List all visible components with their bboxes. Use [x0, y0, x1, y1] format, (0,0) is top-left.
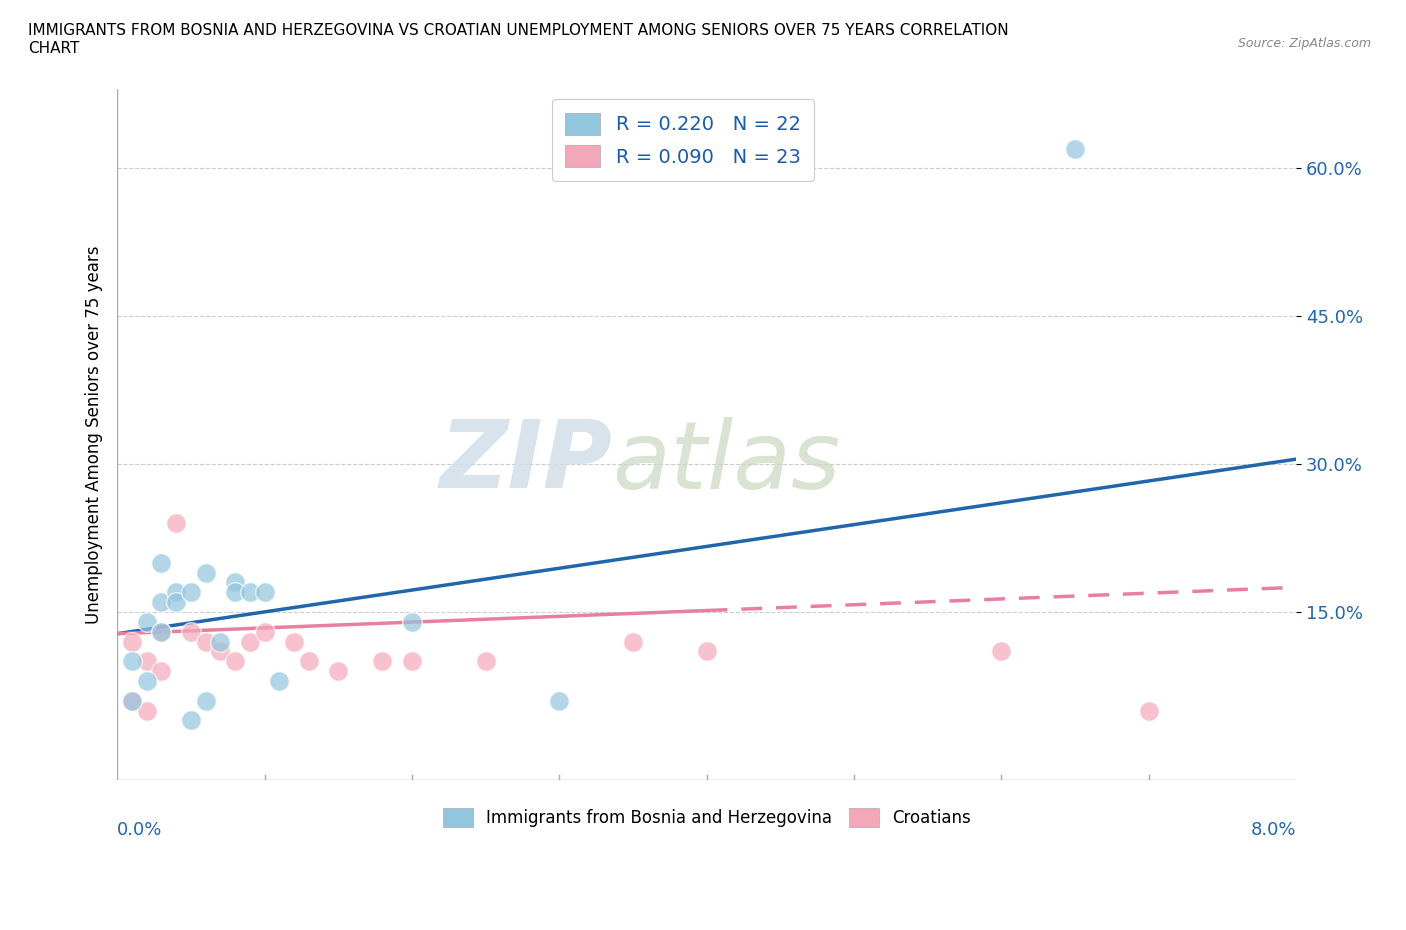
Y-axis label: Unemployment Among Seniors over 75 years: Unemployment Among Seniors over 75 years — [86, 246, 103, 624]
Legend: Immigrants from Bosnia and Herzegovina, Croatians: Immigrants from Bosnia and Herzegovina, … — [436, 801, 977, 833]
Point — [121, 654, 143, 669]
Point — [239, 634, 262, 649]
Point — [150, 624, 173, 639]
Point — [209, 644, 232, 658]
Point — [1137, 703, 1160, 718]
Point — [1064, 141, 1087, 156]
Point — [990, 644, 1012, 658]
Point — [224, 654, 246, 669]
Point — [194, 565, 217, 580]
Point — [328, 664, 350, 679]
Point — [135, 673, 157, 688]
Point — [253, 624, 276, 639]
Point — [283, 634, 305, 649]
Point — [253, 585, 276, 600]
Point — [209, 634, 232, 649]
Point — [150, 555, 173, 570]
Point — [180, 713, 202, 728]
Point — [371, 654, 394, 669]
Point — [135, 703, 157, 718]
Text: IMMIGRANTS FROM BOSNIA AND HERZEGOVINA VS CROATIAN UNEMPLOYMENT AMONG SENIORS OV: IMMIGRANTS FROM BOSNIA AND HERZEGOVINA V… — [28, 23, 1008, 56]
Point — [401, 654, 423, 669]
Point — [150, 664, 173, 679]
Point — [165, 594, 187, 609]
Point — [180, 585, 202, 600]
Point — [224, 585, 246, 600]
Text: atlas: atlas — [612, 417, 841, 508]
Point — [121, 693, 143, 708]
Point — [194, 634, 217, 649]
Point — [180, 624, 202, 639]
Point — [165, 516, 187, 531]
Point — [401, 615, 423, 630]
Text: 8.0%: 8.0% — [1250, 821, 1296, 839]
Text: ZIP: ZIP — [440, 416, 612, 508]
Point — [135, 615, 157, 630]
Point — [239, 585, 262, 600]
Point — [135, 654, 157, 669]
Point — [224, 575, 246, 590]
Text: 0.0%: 0.0% — [117, 821, 163, 839]
Point — [474, 654, 496, 669]
Point — [165, 585, 187, 600]
Point — [194, 693, 217, 708]
Point — [121, 634, 143, 649]
Point — [298, 654, 321, 669]
Text: Source: ZipAtlas.com: Source: ZipAtlas.com — [1237, 37, 1371, 50]
Point — [621, 634, 644, 649]
Point — [150, 594, 173, 609]
Point — [269, 673, 291, 688]
Point — [696, 644, 718, 658]
Point — [121, 693, 143, 708]
Point — [548, 693, 571, 708]
Point — [150, 624, 173, 639]
